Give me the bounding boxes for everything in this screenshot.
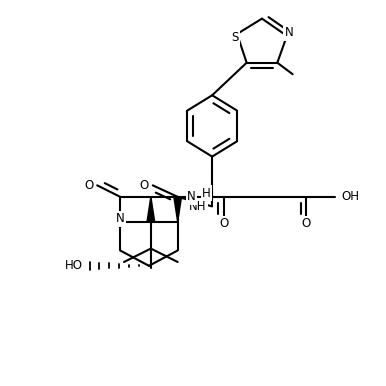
- Text: O: O: [219, 217, 228, 230]
- Text: N: N: [116, 212, 125, 225]
- Text: O: O: [301, 217, 311, 230]
- Text: O: O: [140, 179, 149, 192]
- Polygon shape: [174, 197, 181, 222]
- Text: OH: OH: [341, 190, 359, 203]
- Polygon shape: [147, 197, 155, 222]
- Text: O: O: [84, 179, 93, 192]
- Text: HO: HO: [65, 259, 83, 272]
- Text: NH: NH: [189, 200, 207, 213]
- Text: H: H: [202, 186, 211, 200]
- Text: N: N: [187, 190, 196, 203]
- Text: N: N: [284, 26, 293, 39]
- Text: S: S: [232, 31, 239, 44]
